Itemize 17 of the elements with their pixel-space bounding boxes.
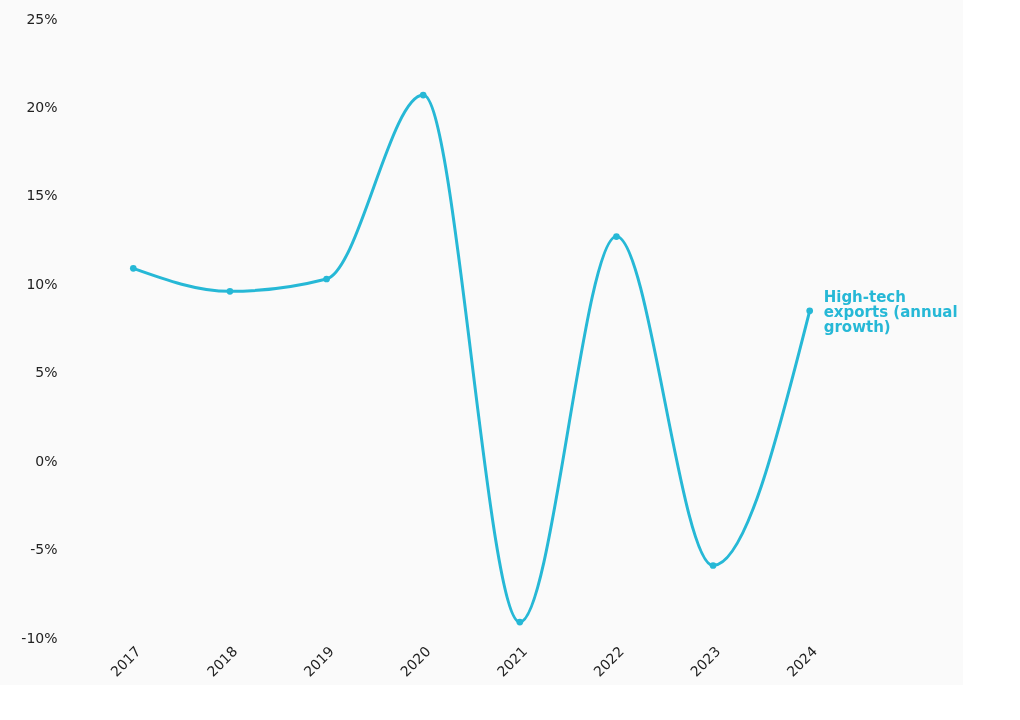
point [516, 618, 524, 626]
point [226, 288, 234, 295]
point [419, 91, 427, 99]
point [709, 562, 717, 569]
point [129, 265, 137, 272]
y-tick-label: 0% [35, 452, 58, 469]
y-tick-label: -5% [30, 541, 58, 558]
point [806, 307, 814, 315]
y-tick-label: 5% [35, 364, 58, 381]
y-tick-label: 15% [26, 187, 58, 204]
point [323, 275, 330, 283]
y-tick-label: 10% [26, 275, 58, 292]
y-tick-label: -10% [21, 629, 58, 646]
series-label: High-tech exports (annual growth) [823, 287, 958, 336]
y-tick-label: 25% [26, 10, 58, 27]
point [613, 233, 620, 240]
y-tick-label: 20% [26, 98, 58, 115]
